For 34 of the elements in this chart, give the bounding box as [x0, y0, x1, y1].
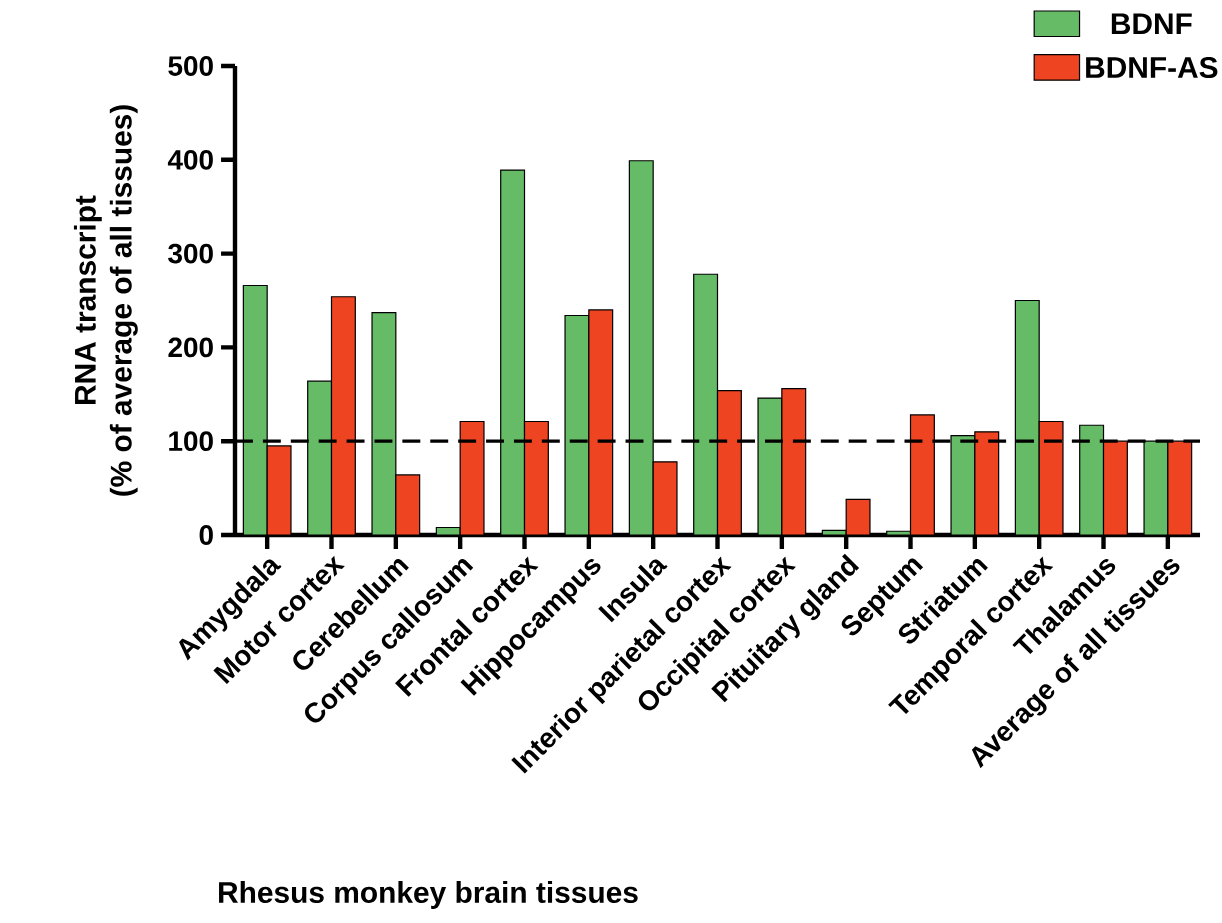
bar: [395, 474, 421, 535]
legend-label: BDNF: [1111, 13, 1192, 34]
y-axis-title: RNA transcript (% of average of all tissues): [73, 105, 138, 496]
y-tick-label: 100: [169, 431, 213, 452]
bar: [242, 284, 268, 535]
legend-label: BDNF-AS: [1086, 56, 1218, 79]
bar: [781, 388, 807, 535]
bar: [1014, 299, 1040, 535]
y-tick-label: 200: [168, 337, 213, 358]
y-tick-label: 300: [168, 243, 213, 264]
bar: [330, 296, 356, 535]
bar: [523, 420, 549, 535]
y-tick-label: 500: [168, 56, 213, 76]
bar: [307, 380, 333, 535]
bar: [371, 312, 397, 535]
bar: [1079, 424, 1105, 535]
y-tick-label: 400: [167, 149, 213, 170]
bar: [564, 314, 590, 535]
bar: [716, 389, 742, 535]
bar: [1102, 440, 1128, 535]
bar: [757, 397, 783, 535]
bar: [652, 461, 678, 535]
bar: [974, 431, 1000, 535]
bar: [1143, 440, 1169, 535]
bar: [628, 160, 654, 535]
bar: [588, 309, 614, 535]
bar: [266, 445, 292, 535]
bar: [459, 420, 485, 535]
y-tick-label: 0: [199, 525, 213, 545]
bar: [909, 414, 935, 535]
bar: [500, 169, 526, 535]
bar: [693, 273, 719, 535]
x-axis-title: Rhesus monkey brain tissues: [219, 881, 638, 909]
bar: [1167, 440, 1193, 535]
